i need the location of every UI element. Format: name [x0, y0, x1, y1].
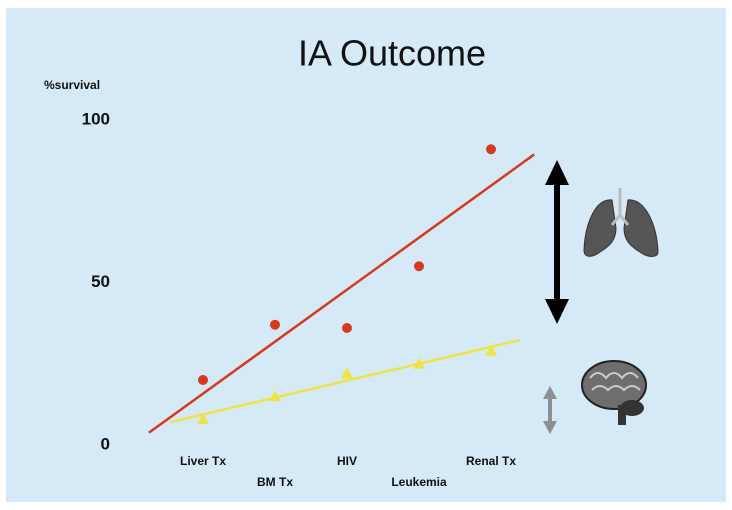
chart-title: IA Outcome: [298, 33, 486, 74]
point: [270, 320, 280, 330]
x-tick-label: HIV: [337, 454, 357, 468]
x-tick-label: Liver Tx: [180, 454, 226, 468]
background: [6, 8, 726, 502]
point: [342, 323, 352, 333]
point: [198, 375, 208, 385]
x-tick-label: BM Tx: [257, 475, 293, 489]
x-tick-label: Renal Tx: [466, 454, 516, 468]
point: [414, 261, 424, 271]
y-tick-label: 0: [101, 434, 110, 453]
point: [486, 144, 496, 154]
page: IA Outcome %survival 0 50 100 Liver Tx BM Tx…: [0, 0, 732, 510]
y-axis-label: %survival: [44, 78, 100, 92]
y-tick-label: 100: [82, 109, 110, 128]
x-tick-label: Leukemia: [391, 475, 447, 489]
y-tick-label: 50: [91, 272, 110, 291]
chart: IA Outcome %survival 0 50 100 Liver Tx BM Tx…: [0, 0, 732, 510]
